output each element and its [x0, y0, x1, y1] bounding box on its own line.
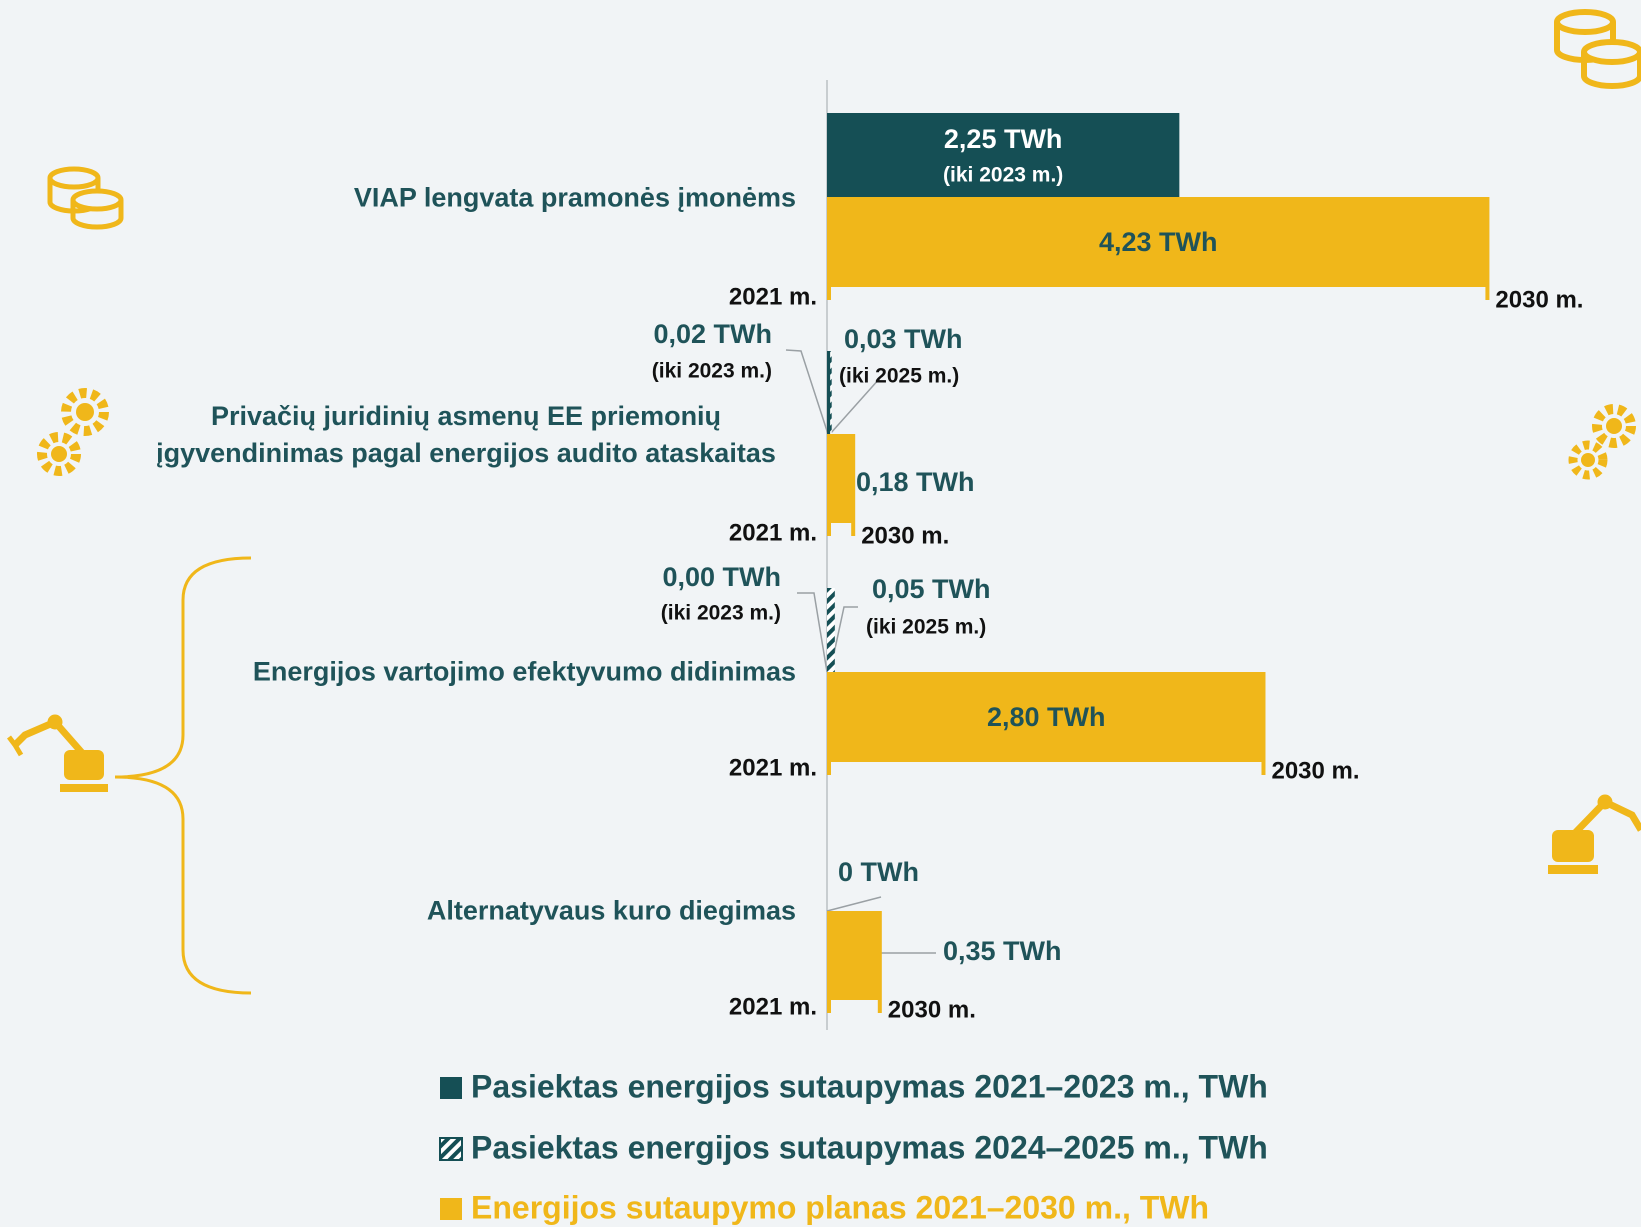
- end-year-label: 2030 m.: [861, 522, 949, 549]
- bar: [827, 672, 1266, 762]
- legend-swatch: [439, 1137, 463, 1161]
- value-label: 0,05 TWh: [872, 574, 991, 604]
- value-label: 2,25 TWh: [944, 124, 1063, 154]
- bar: [827, 197, 1490, 287]
- robot-icon: [7, 714, 1641, 874]
- legend-label: Energijos sutaupymo planas 2021–2030 m.,…: [471, 1189, 1209, 1225]
- start-year-label: 2021 m.: [729, 283, 817, 310]
- bar: [827, 434, 856, 523]
- coins-icon: [47, 166, 124, 230]
- value-label: 4,23 TWh: [1099, 227, 1218, 257]
- value-label: 0,03 TWh: [844, 324, 963, 354]
- gears-icon: [37, 388, 1636, 480]
- legend-swatch: [440, 1198, 462, 1220]
- end-year-label: 2030 m.: [1495, 286, 1583, 313]
- period-note: (iki 2025 m.): [866, 616, 986, 639]
- start-year-label: 2021 m.: [729, 754, 817, 781]
- start-year-label: 2021 m.: [729, 519, 817, 546]
- bar: [827, 588, 835, 672]
- leader-lines: [785, 349, 936, 954]
- category-label: VIAP lengvata pramonės įmonėms: [353, 182, 796, 213]
- period-note: (iki 2023 m.): [661, 602, 781, 625]
- start-year-label: 2021 m.: [729, 993, 817, 1020]
- value-label: 0 TWh: [838, 857, 919, 887]
- bar: [827, 113, 1180, 197]
- category-label: Alternatyvaus kuro diegimas: [426, 895, 796, 926]
- legend-label: Pasiektas energijos sutaupymas 2021–2023…: [471, 1068, 1268, 1104]
- value-label: 2,80 TWh: [987, 702, 1106, 732]
- category-label: Energijos vartojimo efektyvumo didinimas: [252, 656, 796, 687]
- value-label: 0,18 TWh: [856, 467, 975, 497]
- bar: [827, 351, 831, 434]
- legend-swatch: [440, 1077, 462, 1099]
- period-note: (iki 2023 m.): [943, 164, 1063, 187]
- coins-icon: [1554, 9, 1641, 89]
- bar: [827, 911, 882, 1000]
- period-note: (iki 2023 m.): [652, 360, 772, 383]
- end-year-label: 2030 m.: [888, 996, 976, 1023]
- legend-label: Pasiektas energijos sutaupymas 2024–2025…: [471, 1129, 1268, 1165]
- brace: [114, 556, 252, 995]
- category-label: Privačių juridinių asmenų EE priemonių į…: [156, 401, 776, 468]
- value-label: 0,00 TWh: [662, 562, 781, 592]
- period-note: (iki 2025 m.): [839, 365, 959, 388]
- value-label: 0,02 TWh: [653, 319, 772, 349]
- end-year-label: 2030 m.: [1271, 757, 1359, 784]
- value-label: 0,35 TWh: [943, 936, 1062, 966]
